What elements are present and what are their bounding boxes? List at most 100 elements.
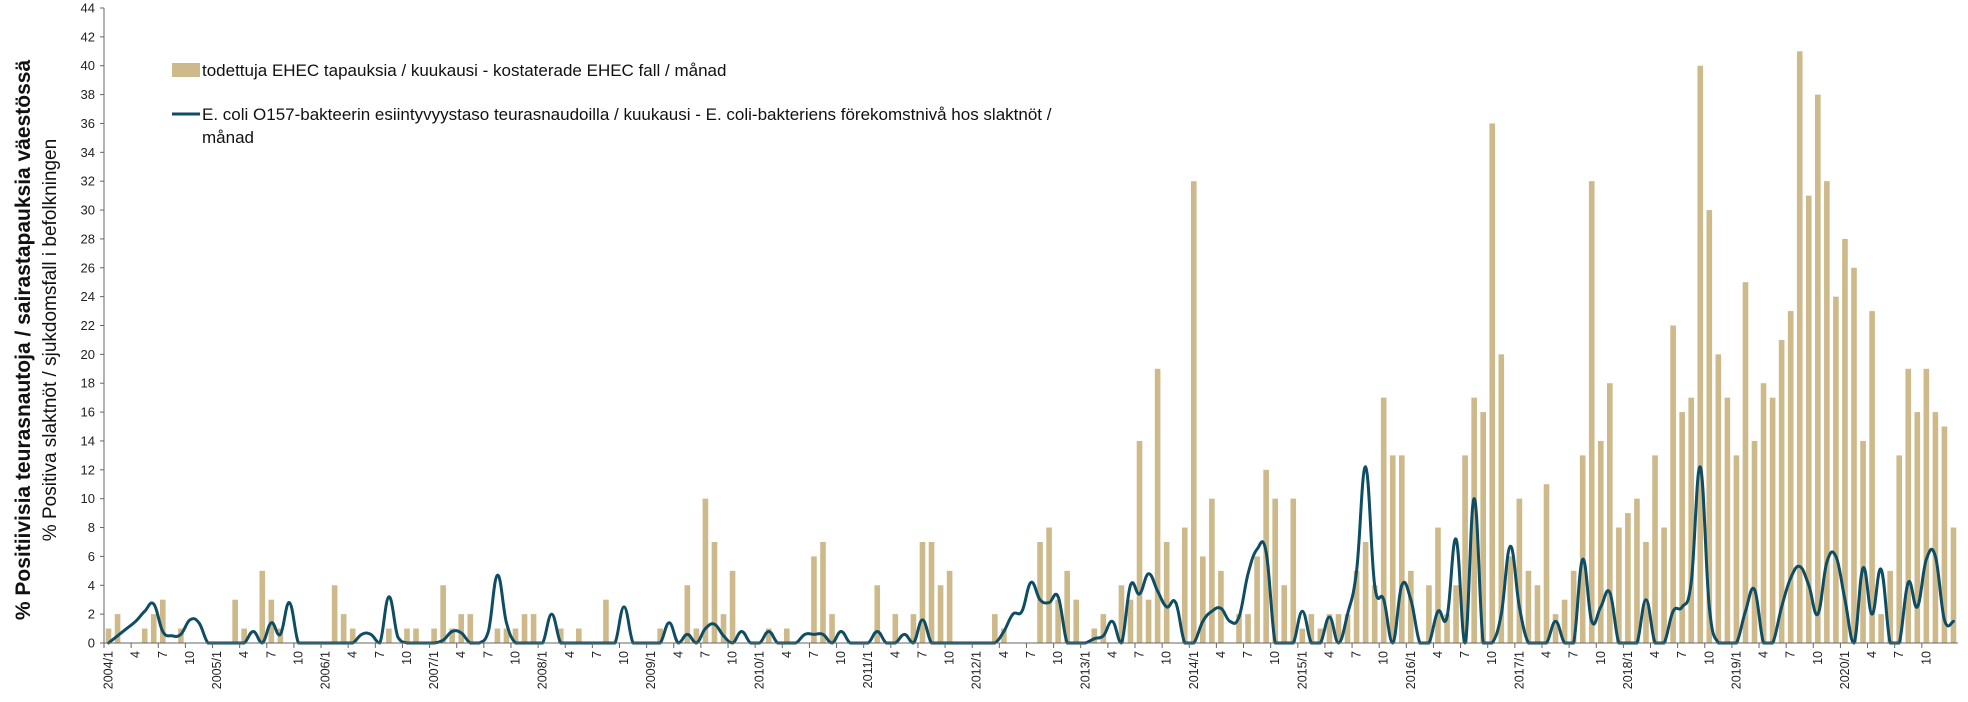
x-tick-label: 7	[698, 651, 712, 658]
bar	[1118, 585, 1125, 643]
bar	[241, 628, 247, 643]
bar	[1254, 556, 1260, 643]
y-tick-label: 18	[81, 376, 95, 391]
y-tick-label: 34	[81, 145, 95, 160]
x-tick-label: 10	[617, 651, 631, 665]
bar	[150, 614, 157, 643]
bar	[1055, 599, 1061, 643]
x-tick-label: 2005/1	[210, 651, 224, 689]
bar	[1127, 599, 1134, 643]
bar	[503, 628, 510, 643]
bar	[1163, 541, 1170, 643]
y-tick-label: 44	[81, 1, 95, 16]
x-tick-label: 7	[1350, 651, 1364, 658]
y-axis-label-secondary: % Positiva slaktnöt / sjukdomsfall i bef…	[40, 139, 61, 541]
bar	[1489, 123, 1496, 643]
bar	[1136, 440, 1143, 643]
bar	[1715, 354, 1722, 643]
bar	[1688, 397, 1695, 643]
y-tick-label: 42	[81, 29, 95, 44]
x-tick-label: 10	[400, 651, 414, 665]
x-tick-label: 10	[943, 651, 957, 665]
x-tick-label: 4	[671, 651, 685, 658]
bar	[440, 585, 446, 643]
bar	[1878, 614, 1884, 643]
bar	[349, 628, 356, 643]
y-tick-label: 24	[81, 289, 95, 304]
x-tick-label: 2006/1	[319, 651, 333, 689]
bar	[1073, 599, 1080, 643]
x-tick-label: 2013/1	[1078, 651, 1092, 689]
x-tick-label: 7	[481, 651, 495, 658]
bar	[331, 585, 338, 643]
x-tick-label: 2008/1	[536, 651, 550, 689]
bar	[340, 614, 347, 643]
bar	[711, 541, 718, 643]
x-tick-label: 4	[780, 651, 794, 658]
x-tick-label: 7	[807, 651, 821, 658]
bar	[1679, 412, 1685, 643]
bar	[259, 570, 266, 643]
x-tick-label: 7	[1133, 651, 1147, 658]
y-tick-label: 8	[88, 520, 95, 535]
x-tick-label: 10	[291, 651, 305, 665]
x-tick-label: 4	[454, 651, 468, 658]
bar	[1145, 599, 1152, 643]
bar	[820, 541, 826, 643]
bar	[1742, 282, 1749, 643]
x-tick-label: 10	[1268, 651, 1282, 665]
bar	[449, 628, 455, 643]
bar	[693, 628, 700, 643]
x-tick-label: 10	[1594, 651, 1608, 665]
bar	[1824, 181, 1830, 643]
bar	[874, 585, 881, 643]
bar	[1371, 585, 1378, 643]
bar	[1625, 513, 1631, 643]
x-tick-label: 4	[1540, 651, 1554, 658]
bar	[1760, 383, 1767, 643]
bar	[105, 628, 112, 643]
bar	[765, 628, 772, 643]
x-tick-label: 7	[1892, 651, 1906, 658]
x-tick-label: 4	[1105, 651, 1119, 658]
bar	[1344, 614, 1351, 643]
y-tick-label: 22	[81, 318, 95, 333]
bar	[910, 614, 917, 643]
bar	[603, 599, 609, 643]
y-tick-label: 36	[81, 116, 95, 131]
bar	[1932, 412, 1939, 643]
bar	[1733, 455, 1740, 643]
bar	[1091, 628, 1098, 643]
x-tick-label: 2011/1	[861, 651, 875, 688]
bar	[1778, 339, 1785, 643]
y-tick-label: 12	[81, 462, 95, 477]
x-tick-label: 10	[726, 651, 740, 665]
x-tick-label: 7	[156, 651, 170, 658]
bar	[1308, 614, 1315, 643]
x-tick-label: 10	[834, 651, 848, 665]
bar	[684, 585, 691, 643]
bar	[494, 628, 501, 643]
legend-line-label: E. coli O157-bakteerin esiintyvyystaso t…	[202, 105, 1056, 147]
bar	[919, 541, 926, 643]
y-tick-label: 0	[88, 636, 95, 651]
bar-series	[105, 51, 1957, 644]
bar	[458, 614, 465, 643]
bar	[1724, 397, 1731, 643]
bar	[1046, 527, 1052, 643]
bar	[1787, 311, 1794, 643]
bar	[1281, 585, 1288, 643]
bar	[1860, 440, 1866, 643]
bar	[1588, 181, 1595, 643]
bar	[1272, 498, 1278, 643]
x-tick-label: 7	[1784, 651, 1798, 658]
bar	[1706, 210, 1713, 644]
x-tick-label: 7	[1675, 651, 1689, 658]
x-tick-label: 4	[888, 651, 902, 658]
x-tick-label: 7	[590, 651, 604, 658]
x-ticks: 2004/1 4 7 10 2005/1 4 7 10 2006/1 4 7 10 2007/1 4 7 10…	[102, 643, 1933, 689]
x-tick-label: 2020/1	[1838, 651, 1852, 689]
bar	[413, 628, 419, 643]
bar	[1670, 325, 1676, 643]
bar	[1317, 628, 1324, 643]
